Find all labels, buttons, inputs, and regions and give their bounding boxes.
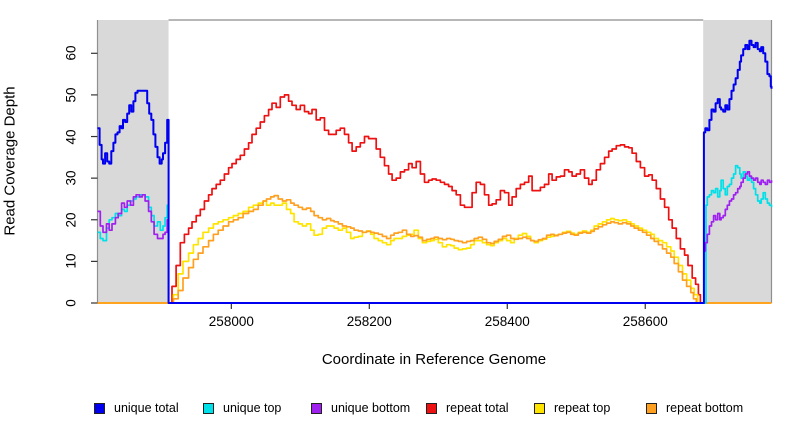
- y-tick-label: 60: [63, 45, 79, 61]
- legend-swatch: [534, 402, 545, 414]
- chart-legend: unique total unique top unique bottom repea…: [0, 400, 792, 420]
- shaded-region-right: [703, 20, 772, 303]
- legend-label: repeat total: [446, 401, 509, 415]
- legend-swatch: [94, 402, 105, 414]
- y-tick-label: 30: [63, 170, 79, 186]
- y-tick-label: 10: [63, 253, 79, 269]
- legend-label: repeat bottom: [666, 401, 744, 415]
- y-tick-label: 0: [63, 299, 79, 307]
- series-line-unique-bottom: [97, 171, 773, 304]
- legend-swatch: [203, 402, 214, 414]
- series-line-unique-top: [97, 164, 773, 304]
- x-tick-label: 258000: [208, 314, 254, 329]
- y-tick-label: 50: [63, 87, 79, 103]
- legend-label: unique bottom: [331, 401, 411, 415]
- legend-item-unique-total: unique total: [94, 400, 179, 416]
- legend-item-repeat-bottom: repeat bottom: [646, 400, 743, 416]
- y-tick-label: 20: [63, 212, 79, 228]
- series-line-repeat-total: [97, 94, 772, 304]
- legend-label: repeat top: [554, 401, 611, 415]
- legend-item-unique-top: unique top: [203, 400, 281, 416]
- series-line-unique-total: [97, 39, 773, 304]
- legend-label: unique top: [223, 401, 282, 415]
- series-line-repeat-top: [97, 200, 772, 304]
- y-tick-label: 40: [63, 129, 79, 145]
- legend-label: unique total: [114, 401, 179, 415]
- x-tick-label: 258400: [484, 314, 530, 329]
- x-axis-title: Coordinate in Reference Genome: [321, 351, 547, 368]
- legend-swatch: [646, 402, 657, 414]
- x-tick-label: 258200: [346, 314, 392, 329]
- legend-item-repeat-total: repeat total: [426, 400, 509, 416]
- series-line-repeat-bottom: [97, 194, 772, 304]
- legend-swatch: [426, 402, 437, 414]
- legend-swatch: [311, 402, 322, 414]
- x-tick-label: 258600: [622, 314, 668, 329]
- y-axis-title: Read Coverage Depth: [1, 86, 19, 236]
- legend-item-unique-bottom: unique bottom: [311, 400, 410, 416]
- legend-item-repeat-top: repeat top: [534, 400, 610, 416]
